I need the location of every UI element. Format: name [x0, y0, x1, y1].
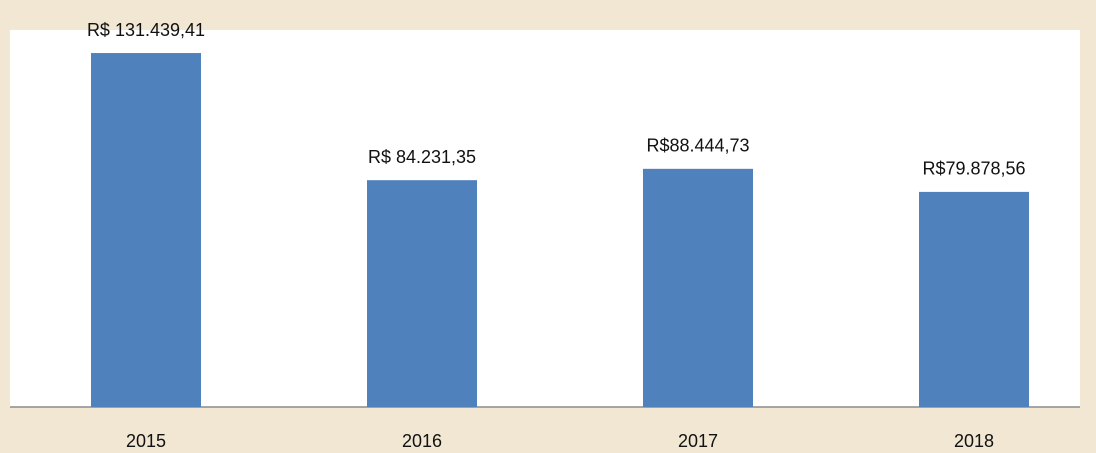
bar [91, 53, 201, 408]
bar [919, 191, 1029, 407]
x-tick-label: 2016 [402, 431, 442, 451]
x-tick-label: 2017 [678, 431, 718, 451]
data-label: R$79.878,56 [922, 159, 1025, 179]
data-label: R$ 84.231,35 [368, 147, 476, 167]
x-tick-label: 2018 [954, 431, 994, 451]
bar [643, 168, 753, 407]
x-tick-label: 2015 [126, 431, 166, 451]
bar [367, 180, 477, 407]
data-label: R$ 131.439,41 [87, 20, 205, 40]
data-label: R$88.444,73 [646, 136, 749, 156]
